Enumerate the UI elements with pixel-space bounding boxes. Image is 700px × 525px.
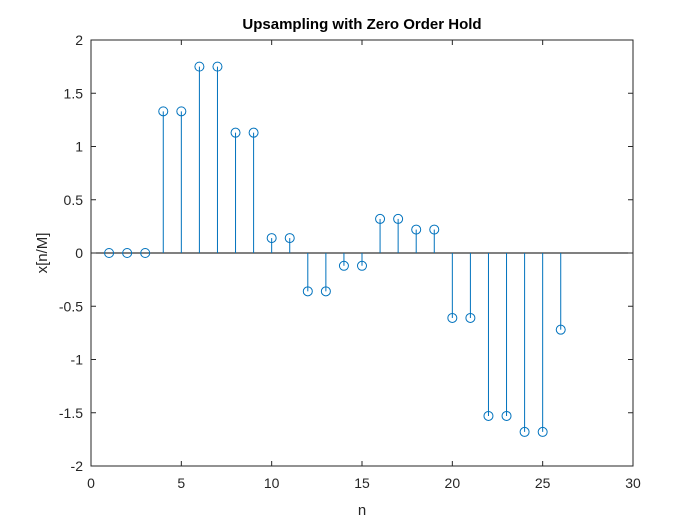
stem-marker bbox=[483, 410, 494, 421]
chart-title: Upsampling with Zero Order Hold bbox=[242, 16, 481, 33]
stem-marker bbox=[176, 106, 187, 117]
x-axis-label: n bbox=[358, 502, 366, 519]
x-tick-label: 25 bbox=[535, 475, 551, 491]
stem-marker bbox=[338, 260, 349, 271]
stem-marker bbox=[140, 248, 151, 258]
y-tick-label: 1 bbox=[75, 139, 83, 155]
x-tick-label: 20 bbox=[445, 475, 461, 491]
stem-marker bbox=[122, 248, 133, 258]
x-tick-label: 30 bbox=[625, 475, 641, 491]
stem-marker bbox=[537, 426, 548, 437]
stem-marker bbox=[230, 127, 241, 138]
stem-marker bbox=[519, 426, 530, 437]
x-tick-label: 15 bbox=[354, 475, 370, 491]
stem-marker bbox=[411, 224, 422, 235]
stem-marker bbox=[465, 312, 476, 323]
stem-marker bbox=[284, 233, 295, 244]
stem-marker bbox=[393, 213, 404, 224]
stem-marker bbox=[447, 312, 458, 323]
stem-marker bbox=[248, 127, 259, 138]
stem-marker bbox=[375, 213, 386, 224]
stem-marker bbox=[429, 224, 440, 235]
stem-marker bbox=[320, 286, 331, 297]
y-tick-label: -0.5 bbox=[59, 298, 83, 314]
y-axis-label: x[n/M] bbox=[34, 233, 51, 274]
stem-marker bbox=[501, 410, 512, 421]
stem-marker bbox=[357, 260, 367, 271]
stem-marker bbox=[194, 61, 205, 72]
stem-marker bbox=[555, 324, 566, 335]
y-tick-label: 0.5 bbox=[64, 192, 84, 208]
stem-marker bbox=[158, 106, 169, 117]
y-tick-label: 1.5 bbox=[64, 85, 84, 101]
x-tick-label: 0 bbox=[87, 475, 95, 491]
stem-marker bbox=[302, 286, 313, 297]
x-tick-label: 5 bbox=[177, 475, 185, 491]
y-tick-label: -2 bbox=[71, 458, 84, 474]
stem-marker bbox=[212, 61, 223, 72]
y-tick-label: 2 bbox=[75, 32, 83, 48]
y-tick-label: 0 bbox=[75, 245, 83, 261]
stem-marker bbox=[266, 233, 277, 244]
y-tick-label: -1 bbox=[71, 352, 84, 368]
stem-marker bbox=[104, 248, 115, 258]
y-tick-label: -1.5 bbox=[59, 405, 83, 421]
x-tick-label: 10 bbox=[264, 475, 280, 491]
